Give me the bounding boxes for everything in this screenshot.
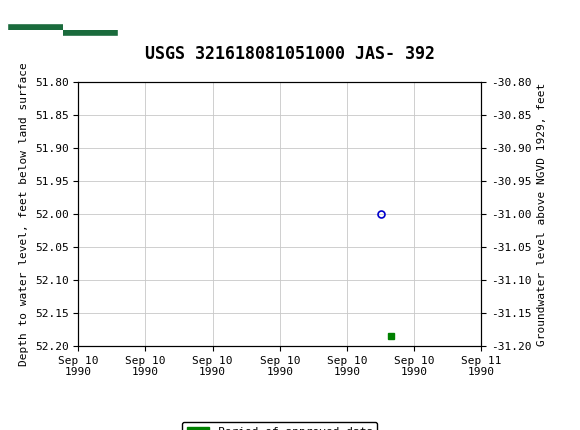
Y-axis label: Groundwater level above NGVD 1929, feet: Groundwater level above NGVD 1929, feet [537,82,547,346]
Bar [7,30,63,36]
Text: USGS 321618081051000 JAS- 392: USGS 321618081051000 JAS- 392 [145,45,435,63]
Bar [7,23,63,30]
Text: USGS: USGS [124,11,168,29]
Bar [63,30,118,36]
Bar [7,23,118,36]
Y-axis label: Depth to water level, feet below land surface: Depth to water level, feet below land su… [19,62,29,366]
Legend: Period of approved data: Period of approved data [182,422,378,430]
Bar [63,23,118,30]
